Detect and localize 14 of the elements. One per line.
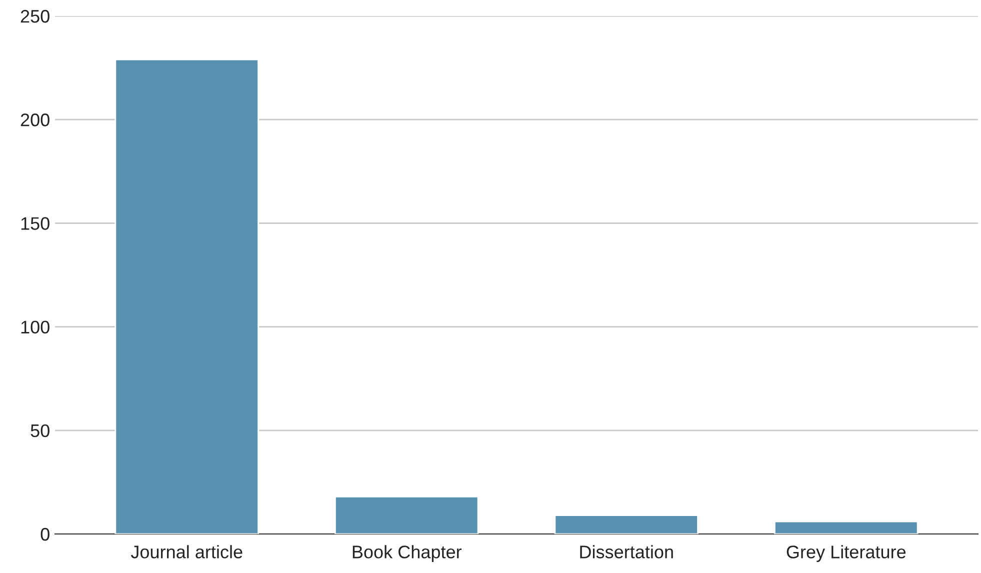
y-tick-label: 150: [21, 217, 50, 230]
bar: [334, 496, 479, 534]
x-tick-label: Book Chapter: [352, 545, 462, 562]
bar: [554, 514, 698, 534]
y-tick-label: 250: [20, 10, 50, 23]
y-tick-label: 0: [40, 528, 50, 541]
bar: [114, 58, 259, 534]
x-tick-label: Journal article: [130, 545, 242, 558]
x-tick-label: Grey Literature: [786, 545, 906, 562]
x-tick-label: Dissertation: [580, 545, 673, 558]
y-tick-label: 100: [21, 320, 50, 334]
y-tick-label: 200: [20, 114, 50, 126]
y-tick-label: 50: [30, 424, 50, 438]
bar: [774, 520, 918, 534]
